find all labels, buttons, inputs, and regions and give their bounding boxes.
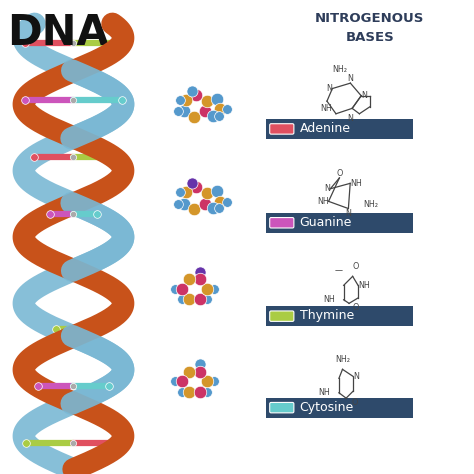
Text: O: O: [336, 169, 343, 178]
Text: NH: NH: [320, 104, 332, 113]
Text: NH₂: NH₂: [332, 65, 347, 74]
Text: NH₂: NH₂: [363, 201, 378, 210]
Text: NH₂: NH₂: [335, 355, 350, 364]
FancyBboxPatch shape: [270, 402, 294, 413]
FancyBboxPatch shape: [266, 119, 413, 139]
Text: BASES: BASES: [346, 31, 394, 44]
FancyBboxPatch shape: [266, 306, 413, 326]
Text: O: O: [352, 398, 358, 407]
Text: N: N: [327, 84, 332, 93]
Text: NH: NH: [323, 295, 335, 304]
Text: NH: NH: [318, 388, 330, 397]
Text: NH: NH: [350, 179, 362, 188]
FancyBboxPatch shape: [270, 218, 294, 228]
Text: —: —: [334, 266, 342, 275]
Text: N: N: [353, 372, 359, 381]
FancyBboxPatch shape: [266, 398, 413, 418]
Text: Adenine: Adenine: [300, 122, 351, 135]
FancyBboxPatch shape: [270, 124, 294, 134]
Text: Guanine: Guanine: [300, 216, 352, 229]
Text: NH: NH: [358, 281, 370, 290]
FancyBboxPatch shape: [266, 213, 413, 233]
Text: N: N: [361, 91, 367, 100]
Text: O: O: [353, 303, 359, 312]
Text: N: N: [347, 74, 353, 83]
Text: NITROGENOUS: NITROGENOUS: [315, 12, 424, 25]
Text: N: N: [347, 114, 353, 123]
Text: NH: NH: [317, 197, 328, 206]
Text: N: N: [346, 209, 351, 218]
Text: Cytosine: Cytosine: [300, 401, 354, 414]
FancyBboxPatch shape: [270, 311, 294, 321]
Text: N: N: [325, 184, 330, 193]
Text: O: O: [353, 262, 359, 271]
Text: DNA: DNA: [7, 12, 109, 54]
Text: Thymine: Thymine: [300, 309, 354, 322]
